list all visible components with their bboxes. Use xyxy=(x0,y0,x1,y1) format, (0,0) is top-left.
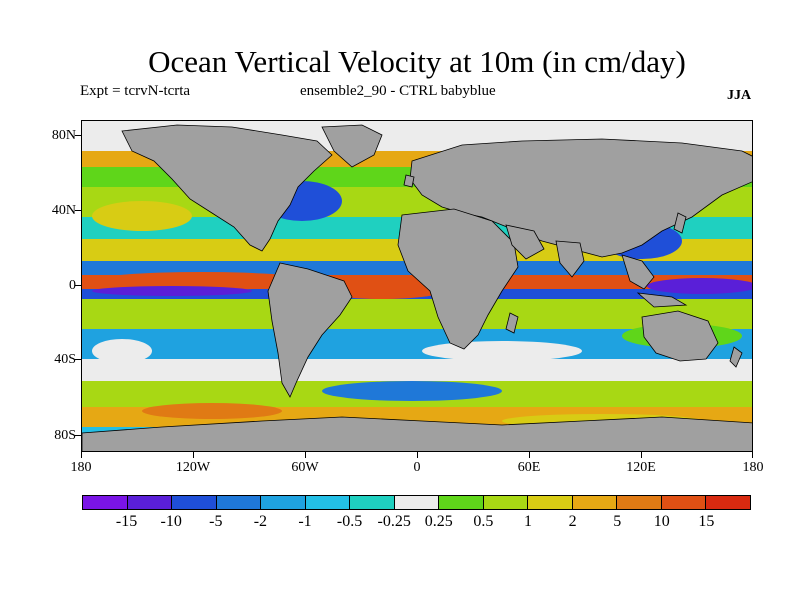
field-blob xyxy=(92,286,252,296)
y-tick-label: 40N xyxy=(51,203,76,218)
colorbar-swatch xyxy=(261,496,306,509)
x-tick-label: 60W xyxy=(291,460,319,475)
land-south-america xyxy=(267,262,353,398)
colorbar-swatch xyxy=(572,496,618,509)
y-tick xyxy=(75,435,81,436)
colorbar-label: -5 xyxy=(209,513,223,530)
colorbar-swatch xyxy=(305,496,351,509)
colorbar-swatch xyxy=(706,496,750,509)
x-tick-label: 120E xyxy=(626,460,656,475)
colorbar-label: 10 xyxy=(653,513,670,530)
experiment-label: Expt = tcrvN-tcrta xyxy=(80,83,191,99)
y-tick-label: 40S xyxy=(54,352,76,367)
y-tick xyxy=(75,135,81,136)
season-label: JJA xyxy=(727,88,752,103)
x-tick-label: 60E xyxy=(517,460,541,475)
field-blob xyxy=(92,272,312,290)
y-tick xyxy=(75,359,81,360)
map-panel xyxy=(81,120,753,452)
colorbar-label: -1 xyxy=(298,513,312,530)
colorbar-swatch xyxy=(483,496,529,509)
field-blob xyxy=(322,283,442,299)
land-japan xyxy=(673,212,687,234)
colorbar-swatch xyxy=(172,496,217,509)
field-blob xyxy=(322,381,502,401)
colorbar-label: -2 xyxy=(253,513,268,530)
land-antarctica xyxy=(82,416,752,451)
y-tick-label: 80S xyxy=(54,428,76,443)
land-greenland xyxy=(321,124,383,168)
x-tick-label: 120W xyxy=(175,460,211,475)
land-arabia xyxy=(505,224,545,260)
land-madagascar xyxy=(505,312,519,334)
land-india xyxy=(555,240,585,278)
colorbar-swatch xyxy=(350,496,395,509)
x-tick-label: 180 xyxy=(742,460,764,475)
field-band xyxy=(82,359,752,381)
y-tick-label: 80N xyxy=(51,128,76,143)
x-tick xyxy=(417,452,418,458)
colorbar-label: 0.5 xyxy=(473,513,494,530)
colorbar-swatch xyxy=(439,496,484,509)
land-africa xyxy=(397,208,519,350)
y-tick xyxy=(75,285,81,286)
colorbar-label: -0.5 xyxy=(336,513,363,530)
field-blob xyxy=(92,339,152,363)
colorbar-label: 5 xyxy=(613,513,622,530)
land-southeast-asia xyxy=(621,254,655,290)
colorbar-swatch xyxy=(617,496,662,509)
map-canvas xyxy=(82,121,752,451)
land-masses xyxy=(82,124,752,451)
y-tick-label: 0 xyxy=(69,278,76,293)
field-blob xyxy=(142,403,282,419)
x-tick xyxy=(193,452,194,458)
plot-title: Ocean Vertical Velocity at 10m (in cm/da… xyxy=(148,44,686,79)
x-tick-label: 180 xyxy=(70,460,92,475)
colorbar xyxy=(82,495,751,510)
x-tick xyxy=(752,452,753,458)
land-new-zealand xyxy=(729,346,743,368)
colorbar-swatch xyxy=(216,496,262,509)
colorbar-label: 15 xyxy=(698,513,715,530)
field-blob xyxy=(92,201,192,231)
field-blob xyxy=(422,341,582,361)
land-indonesia xyxy=(636,292,688,308)
colorbar-label: 0.25 xyxy=(424,513,453,530)
colorbar-label: 1 xyxy=(524,513,532,530)
x-tick xyxy=(305,452,306,458)
x-tick xyxy=(641,452,642,458)
colorbar-label: -15 xyxy=(115,513,138,530)
land-uk xyxy=(403,174,415,188)
colorbar-swatch xyxy=(127,496,173,509)
land-north-america xyxy=(121,124,333,252)
colorbar-swatch xyxy=(661,496,707,509)
colorbar-label: -10 xyxy=(160,513,182,530)
field-band xyxy=(82,299,752,329)
colorbar-label: -0.25 xyxy=(377,513,411,530)
colorbar-label: 2 xyxy=(568,513,577,530)
x-tick-label: 0 xyxy=(413,460,421,475)
colorbar-swatch xyxy=(83,496,128,509)
x-tick xyxy=(81,452,82,458)
colorbar-swatch xyxy=(394,496,440,509)
y-tick xyxy=(75,210,81,211)
land-australia xyxy=(641,310,719,362)
ensemble-label: ensemble2_90 - CTRL babyblue xyxy=(300,83,496,99)
x-tick xyxy=(529,452,530,458)
field-blob xyxy=(647,278,752,294)
colorbar-swatch xyxy=(528,496,573,509)
